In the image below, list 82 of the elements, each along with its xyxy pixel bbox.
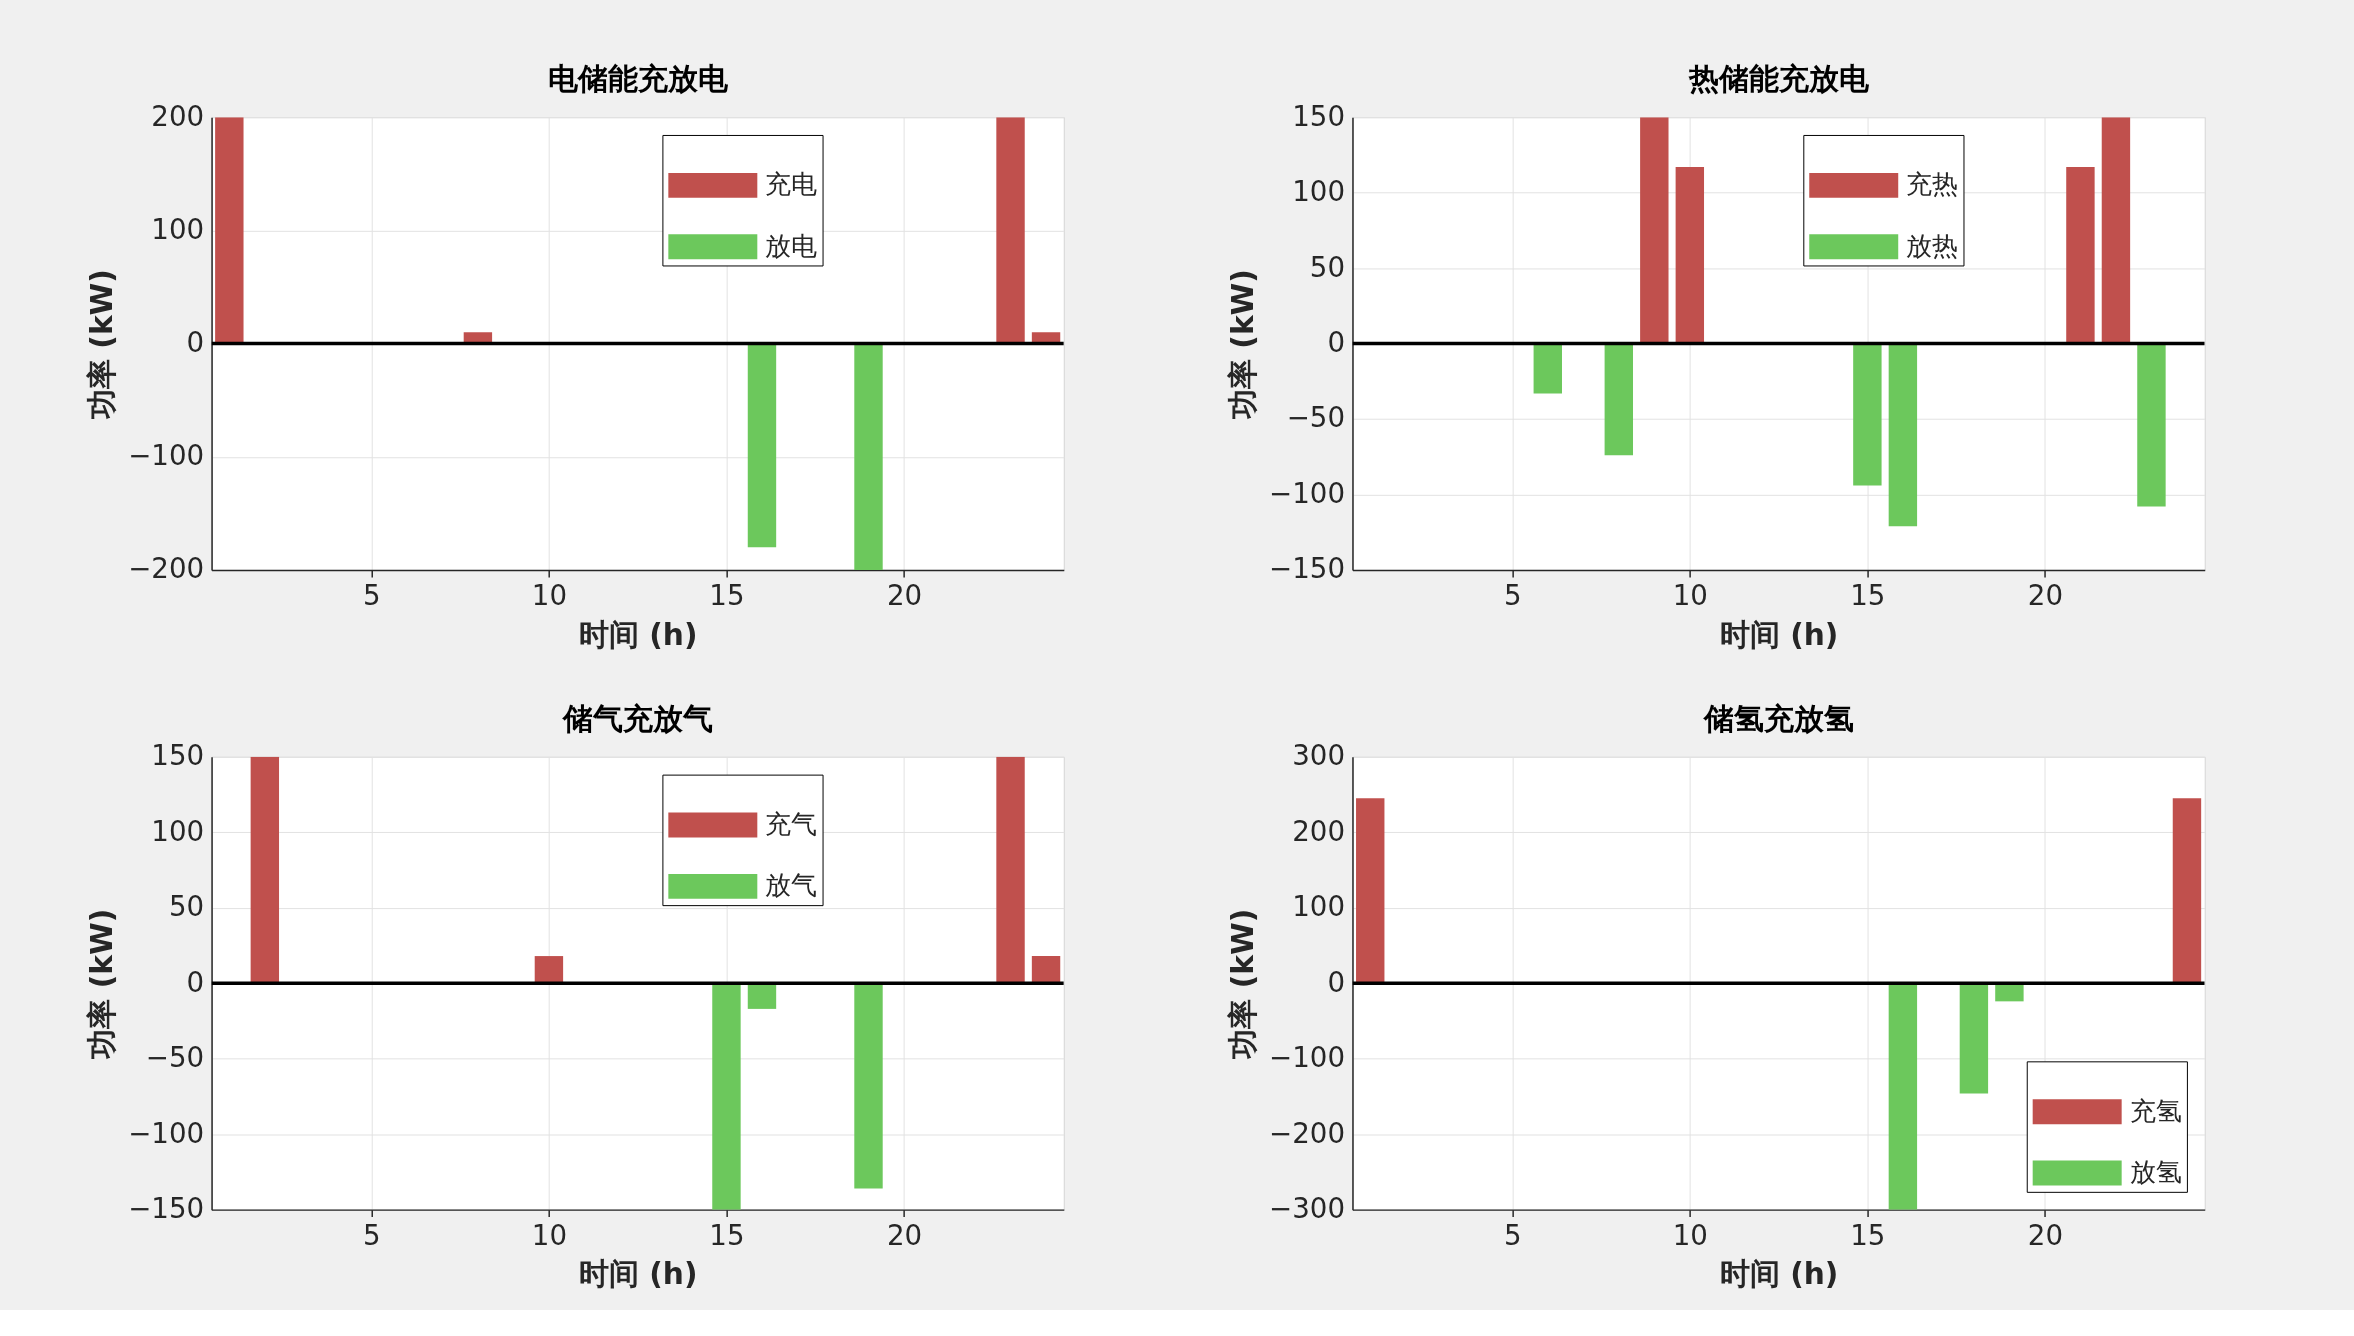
y-tick-label: 200 — [151, 99, 205, 133]
y-tick-label: −150 — [128, 1192, 205, 1226]
y-tick-label: 100 — [1292, 175, 1346, 209]
bar — [1640, 117, 1669, 344]
bar — [1853, 343, 1882, 486]
y-tick-label: 100 — [1292, 890, 1346, 924]
bar — [1031, 956, 1061, 984]
bar — [2101, 117, 2131, 344]
legend-label: 充气 — [765, 808, 818, 839]
x-tick-label: 10 — [1672, 579, 1708, 613]
y-tick-label: 50 — [168, 890, 205, 924]
y-tick-label: 150 — [151, 739, 205, 773]
chart-title: 储氢充放氢 — [1702, 701, 1854, 737]
y-tick-label: 300 — [1292, 739, 1346, 773]
bar — [996, 756, 1025, 984]
x-tick-label: 5 — [1503, 579, 1522, 613]
y-tick-label: 0 — [186, 965, 205, 999]
bar — [712, 983, 741, 1210]
x-tick-label: 15 — [1850, 1218, 1886, 1252]
x-tick-label: 20 — [886, 579, 923, 613]
x-tick-label: 20 — [2027, 579, 2064, 613]
y-axis-title: 功率 (kW) — [84, 908, 120, 1060]
bar — [2066, 166, 2095, 344]
chart-title: 热储能充放电 — [1687, 61, 1870, 97]
x-tick-label: 5 — [1503, 1218, 1522, 1252]
y-tick-label: −100 — [1269, 476, 1346, 510]
x-tick-label: 5 — [363, 579, 381, 613]
legend-label: 充电 — [765, 169, 818, 200]
x-tick-label: 5 — [363, 1218, 381, 1252]
legend-label: 放热 — [1906, 230, 1959, 261]
y-tick-label: −300 — [1269, 1192, 1346, 1226]
legend-label: 充热 — [1906, 169, 1959, 200]
bar — [215, 117, 244, 344]
y-tick-label: 0 — [1327, 965, 1346, 999]
bar — [250, 756, 280, 984]
chart-title: 储气充放气 — [561, 701, 713, 737]
bar — [1533, 343, 1562, 394]
y-tick-label: 50 — [1309, 250, 1346, 284]
y-tick-label: −50 — [145, 1041, 205, 1075]
y-tick-label: 0 — [186, 325, 205, 359]
x-axis-title: 时间 (h) — [578, 1256, 698, 1292]
y-tick-label: 100 — [151, 212, 205, 246]
chart-title: 电储能充放电 — [547, 61, 729, 97]
bar — [1604, 343, 1634, 456]
bar — [1888, 343, 1918, 527]
legend-label: 放氢 — [2129, 1156, 2182, 1187]
y-axis-title: 功率 (kW) — [1225, 269, 1261, 420]
x-tick-label: 10 — [531, 579, 568, 613]
bar — [747, 343, 777, 548]
y-tick-label: −200 — [128, 552, 205, 586]
x-tick-label: 15 — [709, 1218, 745, 1252]
y-tick-label: 150 — [1292, 99, 1346, 133]
legend-label: 放气 — [765, 870, 818, 901]
x-axis-title: 时间 (h) — [1719, 616, 1839, 652]
y-tick-label: 200 — [1292, 814, 1346, 848]
y-tick-label: 100 — [151, 814, 205, 848]
x-tick-label: 10 — [531, 1218, 568, 1252]
y-axis-title: 功率 (kW) — [84, 269, 120, 420]
x-tick-label: 15 — [709, 579, 745, 613]
x-axis-title: 时间 (h) — [1719, 1256, 1839, 1292]
bar — [854, 983, 883, 1189]
y-tick-label: −100 — [128, 439, 205, 473]
bar — [747, 983, 777, 1009]
legend-label: 放电 — [765, 230, 818, 261]
x-tick-label: 20 — [886, 1218, 923, 1252]
bar — [2137, 343, 2166, 507]
y-axis-title: 功率 (kW) — [1225, 908, 1261, 1060]
y-tick-label: −100 — [128, 1116, 205, 1150]
x-tick-label: 10 — [1672, 1218, 1708, 1252]
x-tick-label: 20 — [2027, 1218, 2064, 1252]
y-tick-label: −200 — [1269, 1116, 1346, 1150]
bar — [996, 117, 1025, 344]
x-tick-label: 15 — [1850, 579, 1886, 613]
bar — [534, 956, 564, 984]
y-tick-label: −100 — [1269, 1041, 1346, 1075]
bar — [854, 343, 883, 570]
x-axis-title: 时间 (h) — [578, 616, 698, 652]
bar — [1675, 166, 1705, 344]
legend-label: 充氢 — [2129, 1095, 2182, 1126]
y-tick-label: 0 — [1327, 325, 1346, 359]
y-tick-label: −50 — [1286, 401, 1346, 435]
y-tick-label: −150 — [1269, 552, 1346, 586]
